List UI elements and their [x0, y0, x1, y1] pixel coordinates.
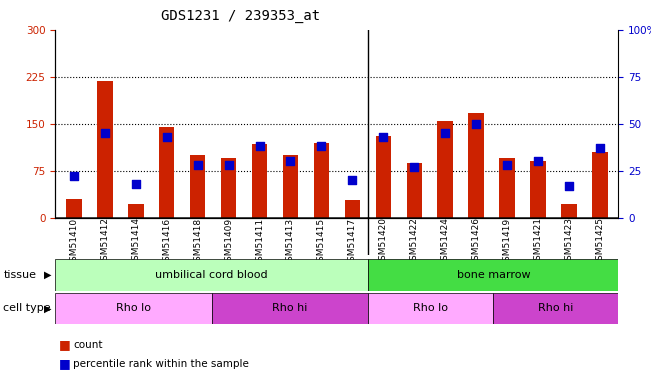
Bar [97, 81, 113, 218]
Bar [437, 121, 453, 218]
Text: count: count [73, 340, 102, 350]
Bar [159, 127, 174, 218]
Bar [344, 200, 360, 217]
Text: tissue: tissue [3, 270, 36, 280]
Point [564, 183, 574, 189]
Bar [561, 204, 577, 218]
Text: umbilical cord blood: umbilical cord blood [156, 270, 268, 280]
Bar [376, 136, 391, 218]
Text: GSM51425: GSM51425 [596, 217, 604, 267]
Bar [55, 259, 368, 291]
Bar [368, 292, 493, 324]
Text: percentile rank within the sample: percentile rank within the sample [73, 359, 249, 369]
Point [440, 130, 450, 136]
Bar [368, 259, 618, 291]
Text: GSM51420: GSM51420 [379, 217, 388, 267]
Point [316, 143, 327, 149]
Text: cell type: cell type [3, 303, 51, 313]
Text: GSM51414: GSM51414 [132, 217, 140, 267]
Text: ■: ■ [59, 357, 70, 370]
Text: GSM51413: GSM51413 [286, 217, 295, 267]
Point [285, 158, 296, 164]
Bar [252, 144, 268, 218]
Point [161, 134, 172, 140]
Point [69, 173, 79, 179]
Bar [128, 204, 143, 218]
Text: GSM51423: GSM51423 [564, 217, 574, 267]
Point [502, 162, 512, 168]
Text: GSM51419: GSM51419 [503, 217, 512, 267]
Text: GSM51417: GSM51417 [348, 217, 357, 267]
Text: GSM51424: GSM51424 [441, 217, 450, 266]
Text: ▶: ▶ [44, 270, 51, 280]
Text: Rho hi: Rho hi [272, 303, 308, 313]
Text: GSM51421: GSM51421 [534, 217, 542, 267]
Point [378, 134, 389, 140]
Bar [493, 292, 618, 324]
Text: GSM51426: GSM51426 [471, 217, 480, 267]
Point [347, 177, 357, 183]
Text: Rho lo: Rho lo [116, 303, 151, 313]
Point [131, 181, 141, 187]
Point [409, 164, 419, 170]
Bar [406, 162, 422, 218]
Text: GSM51418: GSM51418 [193, 217, 202, 267]
Point [533, 158, 543, 164]
Bar [592, 152, 607, 217]
Bar [283, 155, 298, 218]
Bar [212, 292, 368, 324]
Bar [468, 112, 484, 218]
Bar [221, 158, 236, 218]
Bar [190, 155, 206, 218]
Point [255, 143, 265, 149]
Text: GSM51422: GSM51422 [409, 217, 419, 266]
Point [594, 145, 605, 151]
Bar [499, 158, 515, 218]
Bar [55, 292, 212, 324]
Text: bone marrow: bone marrow [456, 270, 530, 280]
Point [193, 162, 203, 168]
Text: GSM51409: GSM51409 [224, 217, 233, 267]
Text: GDS1231 / 239353_at: GDS1231 / 239353_at [161, 9, 320, 23]
Point [471, 121, 481, 127]
Bar [66, 199, 81, 217]
Point [223, 162, 234, 168]
Text: GSM51410: GSM51410 [70, 217, 78, 267]
Text: Rho hi: Rho hi [538, 303, 574, 313]
Text: ■: ■ [59, 339, 70, 351]
Text: GSM51412: GSM51412 [100, 217, 109, 267]
Text: GSM51411: GSM51411 [255, 217, 264, 267]
Point [100, 130, 110, 136]
Text: GSM51415: GSM51415 [317, 217, 326, 267]
Text: Rho lo: Rho lo [413, 303, 449, 313]
Text: ▶: ▶ [44, 303, 51, 313]
Text: GSM51416: GSM51416 [162, 217, 171, 267]
Bar [314, 142, 329, 218]
Bar [531, 161, 546, 218]
